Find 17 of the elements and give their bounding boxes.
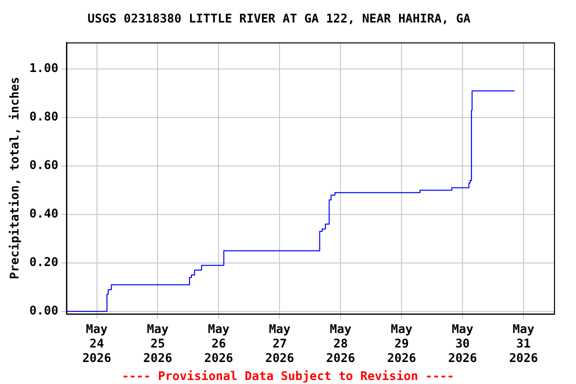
x-tick-label: May 29 2026 [387, 322, 416, 365]
x-tick-label: May 31 2026 [509, 322, 538, 365]
y-tick-label: 0.80 [29, 110, 58, 124]
y-tick-label: 0.40 [29, 206, 58, 221]
text: ---- Provisional Data Subject to Revision ---- [122, 369, 454, 383]
y-tick-label: 1.00 [29, 61, 58, 76]
x-tick-label: May 24 2026 [82, 322, 112, 365]
y-tick-label: 0.00 [29, 304, 58, 318]
x-tick-label: May 30 2026 [448, 322, 478, 365]
y-tick-label: 0.60 [29, 158, 58, 172]
x-tick-label: May 27 2026 [265, 322, 294, 365]
y-axis-title: Precipitation, total, inches [7, 76, 22, 280]
chart-title: USGS 02318380 LITTLE RIVER AT GA 122, NEAR HAHIRA, GA [88, 11, 472, 26]
y-tick-label: 0.20 [29, 255, 58, 270]
x-tick-label: May 25 2026 [143, 322, 172, 365]
x-tick-label: May 28 2026 [326, 322, 356, 365]
x-tick-label: May 26 2026 [204, 322, 234, 365]
